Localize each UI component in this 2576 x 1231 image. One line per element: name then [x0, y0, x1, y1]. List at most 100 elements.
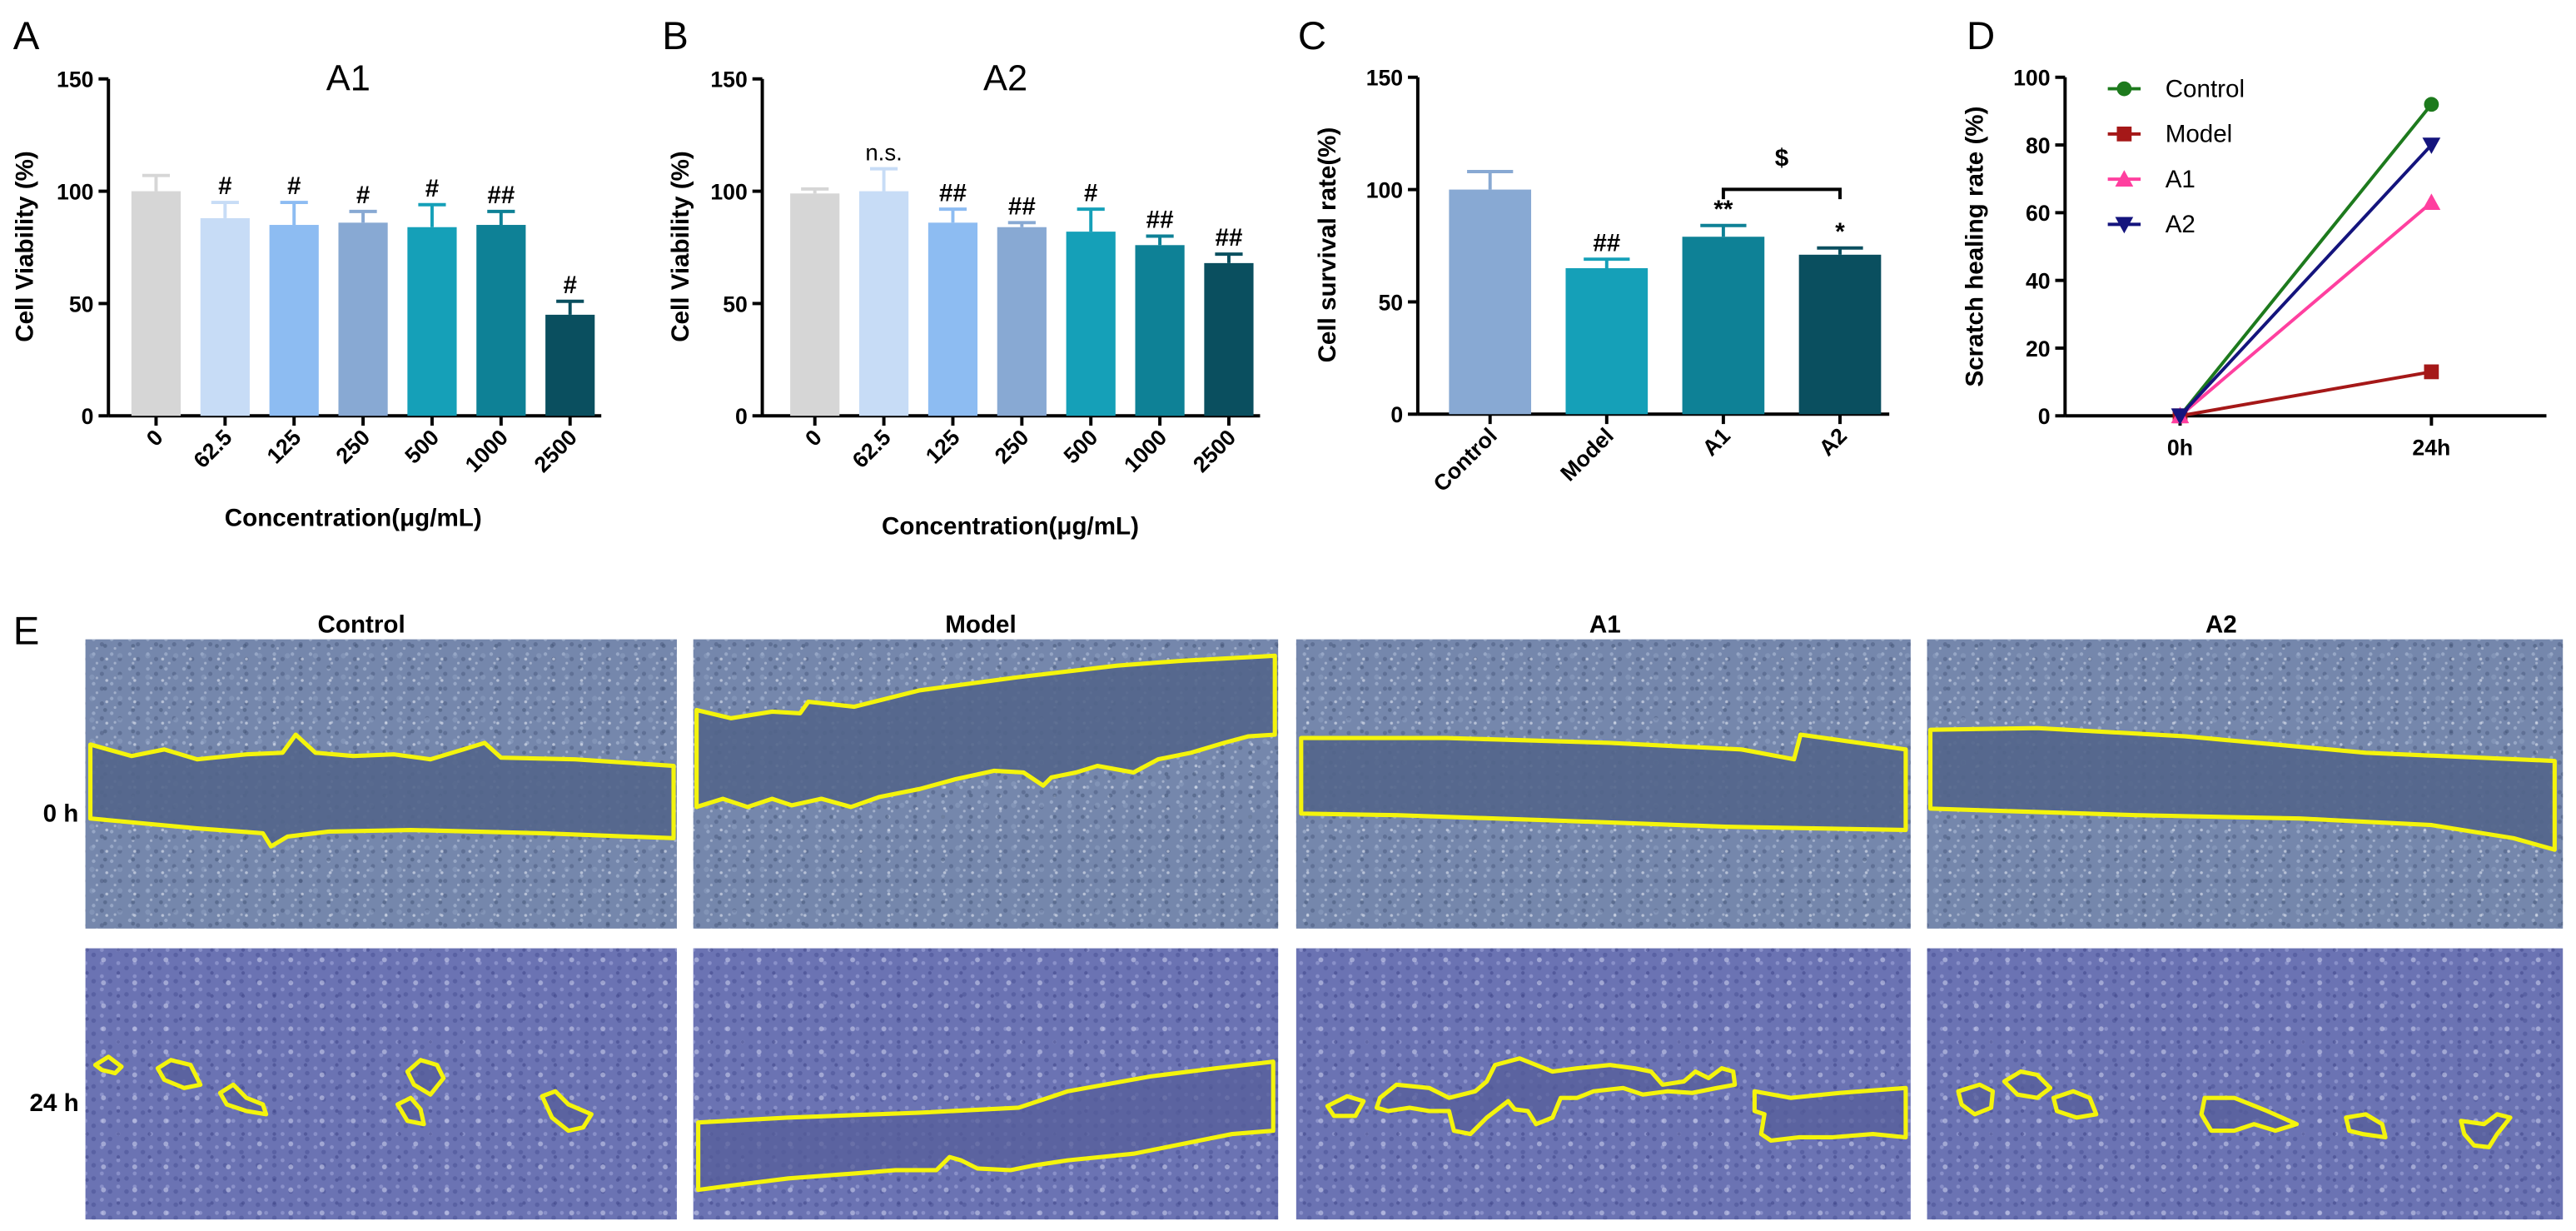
legend-marker-a2: [2115, 217, 2134, 234]
chart-panel-d: D 0 20 40 60 80 100 Scratch healing rate (%) 0h 2…: [1962, 14, 2547, 461]
panel-label: A: [13, 14, 40, 58]
micrograph-control-24h: [85, 948, 677, 1220]
chart-panel-a: A A1 0 50 100 150 Cell Viability (%) 0 62.5 125 25…: [11, 14, 602, 531]
chart-panel-b: B A2 0 50 100 150 Cell Viability (%) 0 62.5 125 25…: [662, 14, 1261, 540]
y-tick-label: 0: [1390, 402, 1403, 427]
x-tick-label: 2500: [1188, 425, 1241, 477]
significance-label: ##: [939, 179, 967, 207]
data-point-a2: [2422, 137, 2441, 154]
bar-2500: [1204, 262, 1254, 416]
bar-62-5: [858, 191, 909, 416]
x-tick-label: 62.5: [848, 425, 896, 473]
legend-label: A2: [2166, 211, 2196, 238]
bar-1000: [1135, 245, 1185, 416]
x-tick-label: 125: [262, 425, 306, 469]
y-tick-label: 50: [1379, 290, 1404, 315]
series-line-a2: [2179, 143, 2433, 417]
panel-label: E: [13, 610, 40, 654]
legend-marker-control: [2116, 81, 2132, 97]
column-header-control: Control: [318, 611, 405, 639]
y-tick-label: 150: [57, 67, 93, 92]
significance-label: n.s.: [865, 140, 903, 166]
x-tick-label: 24h: [2412, 436, 2450, 461]
wound-outline: [1927, 725, 2557, 852]
column-header-a1: A1: [1589, 611, 1621, 639]
micrograph-control-0h: [85, 639, 677, 929]
comparison-label: $: [1775, 145, 1789, 172]
row-label-0h: 0 h: [43, 800, 79, 828]
y-tick-label: 150: [1366, 66, 1403, 91]
bar-2500: [545, 314, 595, 416]
micrograph-a2-0h: [1927, 639, 2564, 929]
micrograph-a1-0h: [1295, 639, 1911, 929]
wound-outline: [694, 653, 1277, 810]
legend-marker-a1: [2115, 170, 2134, 187]
significance-label: ##: [487, 182, 515, 209]
legend-label: Control: [2166, 75, 2245, 102]
data-point-a1: [2422, 193, 2441, 211]
y-axis-title: Cell Viability (%): [11, 151, 38, 342]
micrograph-model-0h: [693, 639, 1279, 929]
significance-label: #: [563, 272, 576, 299]
comparison-bracket: [1721, 187, 1842, 200]
y-tick-label: 0: [82, 404, 94, 429]
bar-a1: [1682, 237, 1765, 415]
column-header-a2: A2: [2206, 611, 2237, 639]
wound-outline: [696, 1059, 1276, 1193]
significance-label: #: [1084, 179, 1097, 207]
wound-outline: [87, 732, 676, 849]
x-tick-label: A1: [1698, 423, 1735, 461]
bar-model: [1565, 267, 1649, 415]
x-tick-label: 500: [400, 425, 444, 469]
x-tick-label: 500: [1059, 425, 1103, 469]
y-tick-label: 0: [735, 404, 748, 429]
chart-title: A1: [326, 59, 370, 99]
x-tick-label: 0: [142, 425, 168, 451]
y-tick-label: 40: [2026, 269, 2051, 294]
micrograph-model-24h: [693, 948, 1279, 1220]
x-tick-label: Control: [1429, 423, 1502, 496]
wound-outline: [1752, 1085, 1908, 1144]
wound-outline: [2051, 1089, 2099, 1120]
x-tick-label: 250: [331, 425, 375, 469]
data-point-a2: [2171, 408, 2190, 426]
legend-marker-model: [2116, 126, 2132, 142]
wound-outline: [2344, 1112, 2388, 1140]
bar-500: [1066, 232, 1116, 416]
y-tick-label: 20: [2026, 336, 2051, 361]
data-point-model: [2424, 364, 2439, 380]
x-tick-label: 1000: [460, 425, 513, 477]
legend-label: Model: [2166, 121, 2233, 148]
x-tick-label: 1000: [1119, 425, 1171, 477]
y-tick-label: 150: [710, 67, 747, 92]
panel-label: C: [1298, 14, 1326, 58]
y-axis-title: Cell survival rate(%): [1314, 127, 1341, 363]
wound-outline: [395, 1095, 426, 1127]
micrograph-a2-24h: [1927, 948, 2564, 1220]
significance-label: *: [1835, 218, 1845, 246]
chart-panel-c: C 0 50 100 150 Cell survival rate(%) Control Mo…: [1298, 14, 1890, 496]
y-tick-label: 60: [2026, 201, 2051, 226]
row-label-24h: 24 h: [30, 1089, 79, 1117]
significance-label: ##: [1008, 192, 1036, 220]
bar-500: [407, 227, 457, 416]
micrograph-a1-24h: [1295, 948, 1911, 1220]
wound-outline: [92, 1054, 124, 1076]
micrograph-panel: E Control Model A1 A2 0 h 24 h: [13, 610, 2564, 1220]
wound-outline: [1299, 732, 1908, 833]
bar-250: [338, 222, 388, 416]
x-tick-label: 62.5: [189, 425, 237, 473]
data-point-control: [2424, 97, 2439, 112]
wound-outline: [2459, 1112, 2513, 1149]
bar-125: [269, 225, 319, 416]
wound-outline: [1325, 1094, 1366, 1119]
y-tick-label: 100: [2013, 66, 2050, 91]
bar-0: [131, 191, 182, 416]
column-header-model: Model: [945, 611, 1016, 639]
bar-62-5: [200, 217, 250, 416]
legend-label: A1: [2166, 166, 2196, 193]
x-tick-label: 0: [800, 425, 827, 451]
series-line-a1: [2179, 201, 2433, 417]
significance-label: #: [218, 172, 231, 200]
